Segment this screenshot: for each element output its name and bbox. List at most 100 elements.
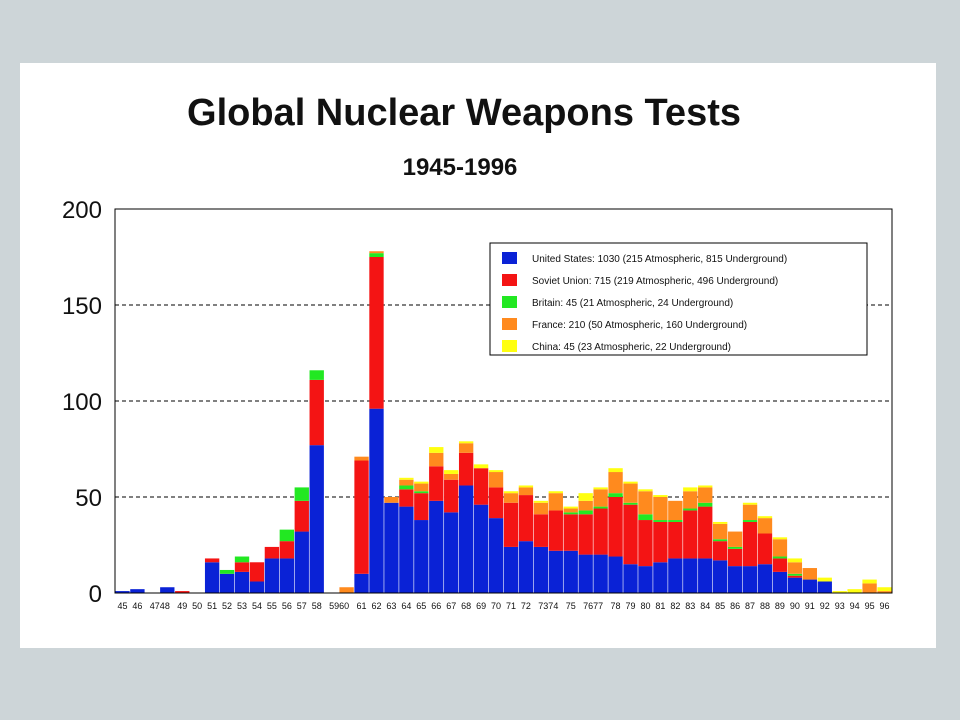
bar-96-series-3: [877, 591, 892, 593]
bar-90-series-2: [787, 573, 803, 576]
bar-68-series-1: [458, 452, 474, 486]
bar-79-series-3: [623, 483, 638, 503]
bar-83-series-2: [683, 508, 698, 511]
x-tick-label-40: 89: [775, 601, 785, 611]
bar-67-series-0: [444, 512, 459, 593]
y-axis-ticks: 0 50 100 150 200: [62, 197, 102, 608]
bar-75-series-4: [563, 506, 578, 509]
bar-81-series-1: [653, 521, 668, 563]
bar-66-series-1: [429, 466, 444, 501]
bar-85-series-3: [712, 523, 728, 540]
bar-68-series-4: [458, 441, 474, 444]
bar-76-series-0: [578, 554, 593, 593]
x-tick-label-21: 68: [461, 601, 471, 611]
bar-58-series-1: [309, 379, 324, 446]
y-tick-label-100: 100: [62, 389, 102, 416]
bar-77-series-0: [593, 554, 608, 593]
bar-67-series-3: [444, 473, 459, 480]
bar-61-series-0: [354, 573, 369, 593]
bar-73-series-4: [533, 500, 549, 503]
bar-89-series-0: [772, 571, 788, 593]
bar-71-series-0: [503, 546, 519, 593]
bar-62-series-0: [369, 408, 384, 593]
bar-64-series-0: [399, 506, 414, 593]
legend-label-4: China: 45 (23 Atmospheric, 22 Undergroun…: [532, 342, 731, 353]
bar-75-series-3: [563, 508, 578, 513]
x-tick-label-10: 56: [282, 601, 292, 611]
bar-46-series-0: [130, 589, 145, 593]
bar-61-series-3: [354, 456, 369, 461]
bar-96-series-4: [877, 587, 892, 592]
bar-83-series-3: [683, 491, 698, 509]
x-tick-label-5: 51: [207, 601, 217, 611]
bar-69-series-0: [473, 504, 489, 593]
legend-label-2: Britain: 45 (21 Atmospheric, 24 Undergro…: [532, 298, 733, 309]
bar-89-series-3: [772, 539, 788, 557]
chart-title: Global Nuclear Weapons Tests: [187, 92, 741, 134]
x-tick-label-6: 52: [222, 601, 232, 611]
x-tick-label-31: 80: [640, 601, 650, 611]
bar-77-series-3: [593, 489, 608, 507]
x-tick-label-9: 55: [267, 601, 277, 611]
x-tick-label-32: 81: [655, 601, 665, 611]
bar-69-series-1: [473, 468, 489, 505]
x-tick-label-16: 63: [386, 601, 396, 611]
bar-80-series-0: [638, 566, 653, 593]
bar-85-series-2: [712, 539, 728, 542]
x-tick-label-8: 54: [252, 601, 262, 611]
x-tick-label-3: 49: [177, 601, 187, 611]
bar-78-series-0: [608, 556, 623, 593]
bar-77-series-1: [593, 508, 608, 555]
bar-85-series-4: [712, 521, 728, 524]
bar-65-series-1: [414, 493, 429, 521]
bar-63-series-3: [384, 497, 399, 503]
x-axis-ticks: 45 46 4748 49 50 51 52 53 54 55 56 57 58 5960 61 62 63 64…: [117, 601, 889, 611]
bar-56-series-2: [279, 529, 295, 542]
bar-67-series-4: [444, 470, 459, 474]
bar-87-series-1: [742, 521, 758, 567]
bar-48-series-0: [160, 587, 175, 593]
bar-79-series-4: [623, 481, 638, 484]
bar-75-series-2: [563, 512, 578, 515]
bar-61-series-1: [354, 460, 369, 574]
bar-73-series-0: [533, 546, 549, 593]
bar-65-series-4: [414, 481, 429, 484]
bar-68-series-0: [458, 485, 474, 593]
bar-83-series-1: [683, 510, 698, 559]
bar-80-series-1: [638, 520, 653, 567]
bar-65-series-2: [414, 491, 429, 494]
bar-62-series-1: [369, 257, 384, 409]
bar-84-series-4: [698, 485, 713, 488]
x-tick-label-4: 50: [192, 601, 202, 611]
x-tick-label-38: 87: [745, 601, 755, 611]
x-tick-label-13: 5960: [329, 601, 349, 611]
bar-53-series-2: [234, 556, 250, 563]
bar-66-series-4: [429, 447, 444, 453]
legend-label-3: France: 210 (50 Atmospheric, 160 Undergr…: [532, 320, 747, 331]
bar-75-series-1: [563, 514, 578, 551]
x-tick-label-15: 62: [371, 601, 381, 611]
legend-swatch-0: [502, 252, 517, 264]
bar-78-series-2: [608, 493, 623, 497]
x-tick-label-22: 69: [476, 601, 486, 611]
bar-73-series-3: [533, 502, 549, 515]
bar-84-series-2: [698, 502, 713, 507]
x-tick-label-26: 7374: [538, 601, 558, 611]
bar-56-series-0: [279, 558, 295, 593]
legend-label-1: Soviet Union: 715 (219 Atmospheric, 496 …: [532, 276, 778, 287]
bar-86-series-3: [727, 531, 743, 547]
bar-65-series-0: [414, 520, 429, 593]
bar-84-series-1: [698, 506, 713, 559]
bar-77-series-2: [593, 506, 608, 509]
x-tick-label-34: 83: [685, 601, 695, 611]
x-tick-label-41: 90: [790, 601, 800, 611]
bar-70-series-0: [488, 518, 504, 593]
x-tick-label-44: 93: [835, 601, 845, 611]
bar-74-series-1: [548, 510, 563, 551]
x-tick-label-25: 72: [521, 601, 531, 611]
bar-86-series-0: [727, 566, 743, 593]
bar-64-series-3: [399, 479, 414, 486]
bar-89-series-2: [772, 556, 788, 559]
y-tick-label-200: 200: [62, 197, 102, 224]
bar-79-series-2: [623, 502, 638, 505]
